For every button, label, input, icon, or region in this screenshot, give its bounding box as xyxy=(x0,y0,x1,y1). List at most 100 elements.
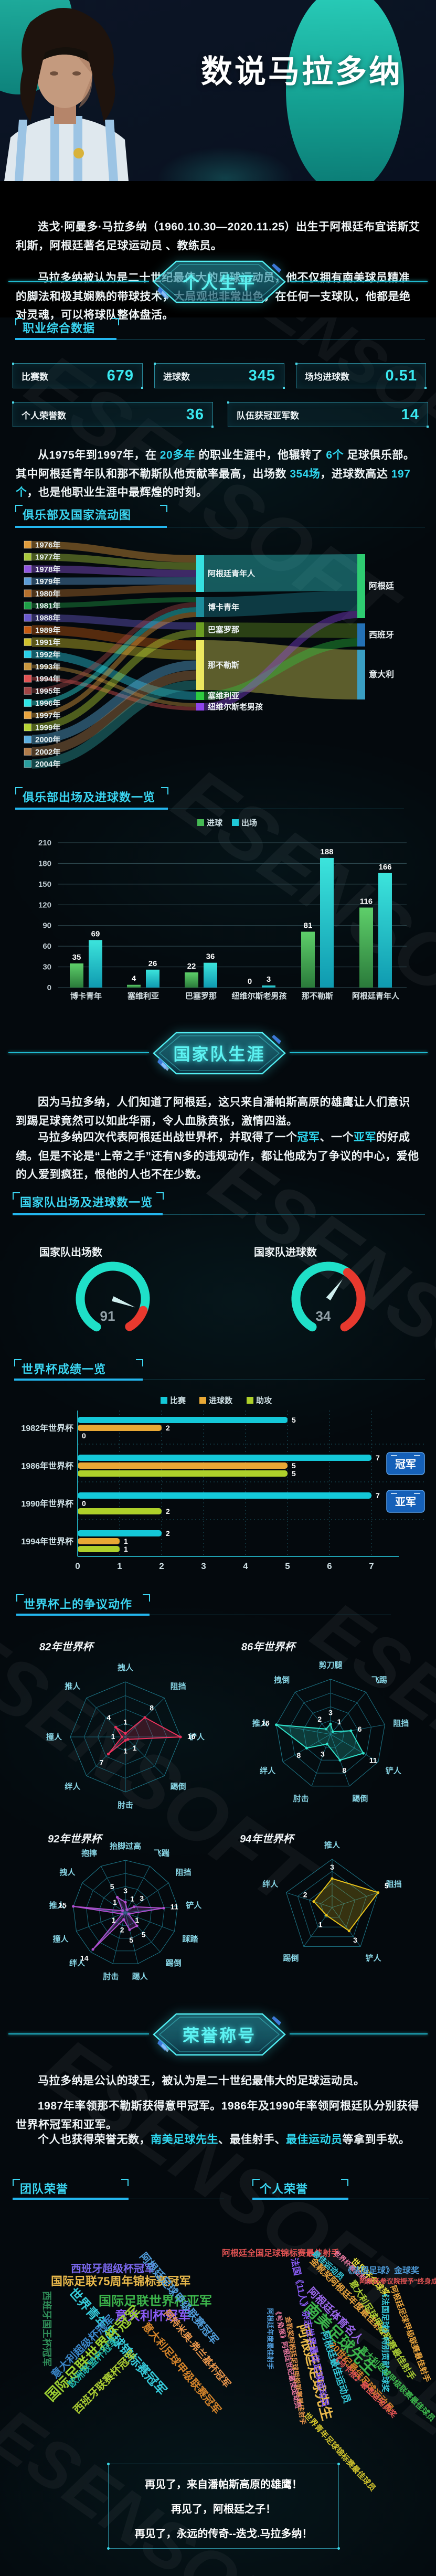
underline xyxy=(14,1379,143,1381)
svg-text:150: 150 xyxy=(38,880,51,889)
svg-text:2004年: 2004年 xyxy=(35,759,60,769)
svg-text:剪刀腿: 剪刀腿 xyxy=(318,1660,342,1670)
subsection-radar: 世界杯上的争议动作 xyxy=(16,1594,150,1626)
svg-text:飞踢: 飞踢 xyxy=(371,1676,387,1684)
wordcloud-term: 阿根廷年度最佳射手 xyxy=(266,2308,274,2370)
svg-text:铲人: 铲人 xyxy=(386,1766,402,1776)
svg-text:5: 5 xyxy=(292,1469,296,1478)
svg-text:绊人: 绊人 xyxy=(65,1782,81,1791)
banner-national-team: 国家队生涯 xyxy=(0,1031,436,1078)
svg-text:1997年: 1997年 xyxy=(35,711,60,720)
svg-text:1: 1 xyxy=(113,1898,117,1906)
svg-text:阻挡: 阻挡 xyxy=(386,1880,402,1889)
stat-card: 队伍获冠亚军数 14 xyxy=(227,401,429,428)
svg-text:肘击: 肘击 xyxy=(293,1794,309,1804)
svg-text:2: 2 xyxy=(159,1561,164,1571)
svg-text:踩踏: 踩踏 xyxy=(183,1934,199,1944)
svg-text:1999年: 1999年 xyxy=(35,723,60,733)
national-paragraph-2: 马拉多纳四次代表阿根廷出战世界杯，并取得了一个冠军、一个亚军的好成绩。但是不论是… xyxy=(16,1131,419,1181)
svg-text:3: 3 xyxy=(140,1894,144,1902)
svg-text:1991年: 1991年 xyxy=(35,638,60,647)
honor-paragraph-2: 1987年率领那不勒斯获得意甲冠军。1986年及1990年率领阿根廷队分别获得世… xyxy=(16,2100,419,2131)
svg-text:拽倒: 拽倒 xyxy=(274,1675,290,1684)
svg-text:5: 5 xyxy=(142,1931,146,1939)
svg-text:塞维利亚: 塞维利亚 xyxy=(127,991,159,1001)
honor-paragraph-1: 马拉多纳是公认的球王，被认为是二十世纪最伟大的足球运动员。 xyxy=(38,2075,365,2087)
svg-text:巴塞罗那: 巴塞罗那 xyxy=(208,625,239,634)
svg-text:16: 16 xyxy=(187,1732,196,1741)
svg-text:1976年: 1976年 xyxy=(35,540,60,550)
svg-text:进球: 进球 xyxy=(207,818,223,828)
svg-text:博卡青年: 博卡青年 xyxy=(70,991,102,1001)
svg-text:26: 26 xyxy=(148,959,157,968)
svg-text:冠军: 冠军 xyxy=(395,1458,416,1470)
svg-text:7: 7 xyxy=(100,1758,104,1767)
svg-text:120: 120 xyxy=(38,900,51,909)
stat-card: 场均进球数 0.51 xyxy=(295,363,427,389)
svg-text:巴塞罗那: 巴塞罗那 xyxy=(185,991,217,1001)
svg-text:铲人: 铲人 xyxy=(189,1732,205,1742)
team-honor-wordcloud: 西班牙超级杯冠军 国际足联75周年锦标赛冠军 国际足联世界杯亚军 意大利杯冠军 阿根廷足… xyxy=(5,2201,232,2443)
banner-line-right xyxy=(290,281,428,282)
svg-text:拽人: 拽人 xyxy=(59,1868,76,1877)
svg-text:60: 60 xyxy=(42,942,51,951)
svg-text:推人: 推人 xyxy=(49,1901,66,1910)
svg-text:1: 1 xyxy=(112,1916,116,1924)
svg-text:15: 15 xyxy=(58,1901,67,1909)
svg-text:35: 35 xyxy=(72,953,81,962)
svg-text:阿根廷: 阿根廷 xyxy=(369,581,395,591)
svg-text:3: 3 xyxy=(353,1936,357,1944)
svg-text:0: 0 xyxy=(82,1432,86,1440)
svg-text:1994年世界杯: 1994年世界杯 xyxy=(21,1536,74,1546)
svg-text:推人: 推人 xyxy=(324,1840,341,1850)
national-paragraph-1: 因为马拉多纳，人们知道了阿根廷，这只来自潘帕斯高原的雄鹰让人们意识到踢足球竟然可… xyxy=(16,1096,410,1127)
svg-text:1: 1 xyxy=(130,1895,134,1903)
gauge-charts: 91 34 xyxy=(0,1249,436,1370)
svg-text:1992年: 1992年 xyxy=(35,650,60,659)
wordcloud-term: 阿根廷参议院授予“终身成就奖” xyxy=(359,2277,436,2285)
svg-text:3: 3 xyxy=(267,975,271,984)
radar-title-94: 94年世界杯 xyxy=(240,1833,294,1845)
svg-text:1993年: 1993年 xyxy=(35,662,60,672)
subsection-career-stats: 职业综合数据 xyxy=(15,318,119,349)
banner-hexagon xyxy=(151,1031,288,1076)
svg-text:7: 7 xyxy=(369,1561,374,1571)
gauge-title-goals: 国家队进球数 xyxy=(254,1247,317,1258)
svg-text:1980年: 1980年 xyxy=(35,589,60,598)
svg-text:210: 210 xyxy=(38,839,51,847)
svg-text:2: 2 xyxy=(166,1424,170,1432)
svg-text:踢倒: 踢倒 xyxy=(166,1958,182,1968)
radar-title-82: 82年世界杯 xyxy=(39,1641,93,1653)
header-ellipse-decor xyxy=(286,0,404,181)
svg-text:踢人: 踢人 xyxy=(132,1973,148,1981)
subsection-wc-chart: 世界杯成绩一览 xyxy=(14,1359,143,1391)
svg-text:抬脚过高: 抬脚过高 xyxy=(110,1841,141,1851)
underline xyxy=(252,2198,348,2200)
svg-text:肘击: 肘击 xyxy=(103,1972,119,1981)
svg-text:5: 5 xyxy=(110,1882,114,1891)
underline xyxy=(13,2198,129,2200)
svg-text:1: 1 xyxy=(117,1561,122,1571)
svg-text:5: 5 xyxy=(292,1416,296,1424)
svg-text:4: 4 xyxy=(107,1713,111,1722)
wordcloud-term: 意大利杯冠军 xyxy=(115,2309,190,2323)
svg-text:博卡青年: 博卡青年 xyxy=(208,602,239,612)
svg-text:阿根廷青年人: 阿根廷青年人 xyxy=(352,991,400,1001)
svg-text:绊人: 绊人 xyxy=(260,1766,276,1776)
svg-text:阻挡: 阻挡 xyxy=(176,1868,192,1877)
svg-text:1: 1 xyxy=(337,1718,342,1726)
svg-text:5: 5 xyxy=(129,1936,133,1944)
svg-text:2: 2 xyxy=(303,1891,307,1899)
svg-text:纽维尔斯老男孩: 纽维尔斯老男孩 xyxy=(208,702,263,712)
svg-text:抱摔: 抱摔 xyxy=(81,1848,97,1858)
banner-honors: 荣誉称号 xyxy=(0,2012,436,2059)
banner-hexagon xyxy=(151,259,288,304)
worldcup-bar-chart: 比赛 进球数 助攻 0 1 2 3 4 5 6 7 1982年世界杯 5 2 0 1986年世界杯 7 5 5 199… xyxy=(0,1391,436,1574)
svg-text:踢倒: 踢倒 xyxy=(283,1953,299,1963)
svg-text:踢倒: 踢倒 xyxy=(352,1794,368,1804)
svg-text:铲人: 铲人 xyxy=(186,1901,202,1910)
svg-text:1994年: 1994年 xyxy=(35,674,60,684)
radar-title-86: 86年世界杯 xyxy=(241,1641,295,1653)
svg-text:180: 180 xyxy=(38,859,51,868)
